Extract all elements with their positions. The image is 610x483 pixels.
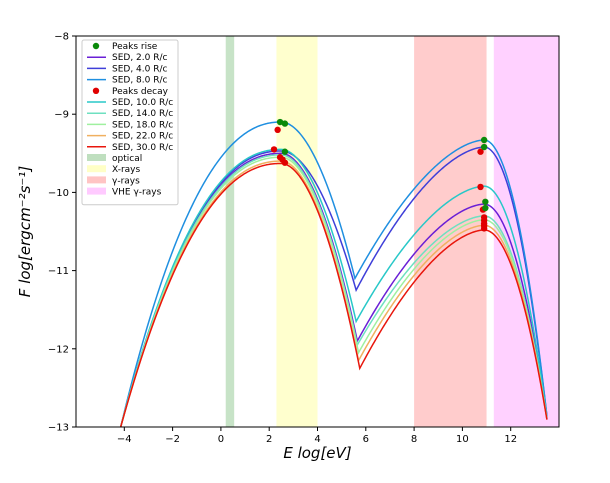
y-tick-label: −11 <box>48 266 69 277</box>
peak-markers <box>270 118 489 232</box>
legend-label: SED, 10.0 R/c <box>112 98 173 108</box>
legend-patch <box>87 187 106 195</box>
legend-patch <box>87 176 106 184</box>
legend-patch <box>87 165 106 173</box>
band-optical <box>225 36 235 427</box>
y-tick-label: −9 <box>54 110 69 121</box>
legend-label: VHE γ-rays <box>112 188 162 198</box>
x-tick-label: 12 <box>504 434 517 445</box>
y-axis-label: F log[ergcm⁻²s⁻¹] <box>16 166 34 298</box>
peak-rise-point <box>281 148 289 155</box>
x-tick-label: 4 <box>314 434 320 445</box>
legend-label: SED, 14.0 R/c <box>112 109 173 119</box>
x-tick-label: 0 <box>218 434 224 445</box>
legend-label: SED, 22.0 R/c <box>112 132 173 142</box>
peak-decay-point <box>477 148 484 155</box>
sed-curves <box>119 121 548 427</box>
legend-label: SED, 30.0 R/c <box>112 143 173 153</box>
peak-decay-point <box>270 146 278 153</box>
y-tick-label: −8 <box>54 32 69 43</box>
peak-decay-point <box>477 183 484 191</box>
peak-rise-point <box>480 143 488 151</box>
x-tick-label: 6 <box>363 434 369 445</box>
legend-marker <box>92 87 100 95</box>
legend-label: Peaks rise <box>112 42 158 52</box>
x-tick-label: −2 <box>165 434 180 445</box>
legend-label: SED, 18.0 R/c <box>112 120 173 130</box>
x-axis-label: E log[eV] <box>283 444 351 462</box>
peak-rise-point <box>482 204 489 212</box>
peak-rise-point <box>480 136 488 144</box>
legend-label: SED, 4.0 R/c <box>112 64 168 74</box>
sed-curve-3 <box>119 121 548 427</box>
peak-decay-point <box>480 225 488 232</box>
legend-label: γ-rays <box>112 176 140 186</box>
legend-label: SED, 2.0 R/c <box>112 53 168 63</box>
legend-marker <box>92 42 100 50</box>
peak-rise-point <box>482 198 489 205</box>
sed-curve-6 <box>119 156 548 427</box>
y-tick-label: −12 <box>48 344 69 355</box>
x-tick-label: 8 <box>411 434 417 445</box>
peak-rise-point <box>281 120 289 127</box>
y-tick-label: −13 <box>48 423 69 434</box>
energy-bands <box>225 36 559 427</box>
peak-decay-point <box>281 159 289 166</box>
band-vhe-rays <box>493 36 559 427</box>
peak-decay-point <box>274 126 281 134</box>
band-x-rays <box>276 36 318 427</box>
sed-curve-8 <box>119 162 548 427</box>
peak-rise-point <box>276 118 284 126</box>
y-tick-label: −10 <box>48 188 69 199</box>
legend-box <box>81 39 179 206</box>
x-tick-label: 2 <box>266 434 272 445</box>
sed-curve-4 <box>119 148 548 427</box>
axis-ticks: −4 −2 0 2 4 6 8 10 12 −13 −12 −11 −10 −9 −8 <box>48 32 517 446</box>
legend-label: SED, 8.0 R/c <box>112 76 168 86</box>
legend-label: optical <box>112 154 142 164</box>
x-tick-label: −4 <box>117 434 132 445</box>
legend-label: Peaks decay <box>112 87 169 97</box>
x-tick-label: 10 <box>456 434 469 445</box>
legend-label: X-rays <box>112 165 141 175</box>
legend-patch <box>87 154 106 161</box>
